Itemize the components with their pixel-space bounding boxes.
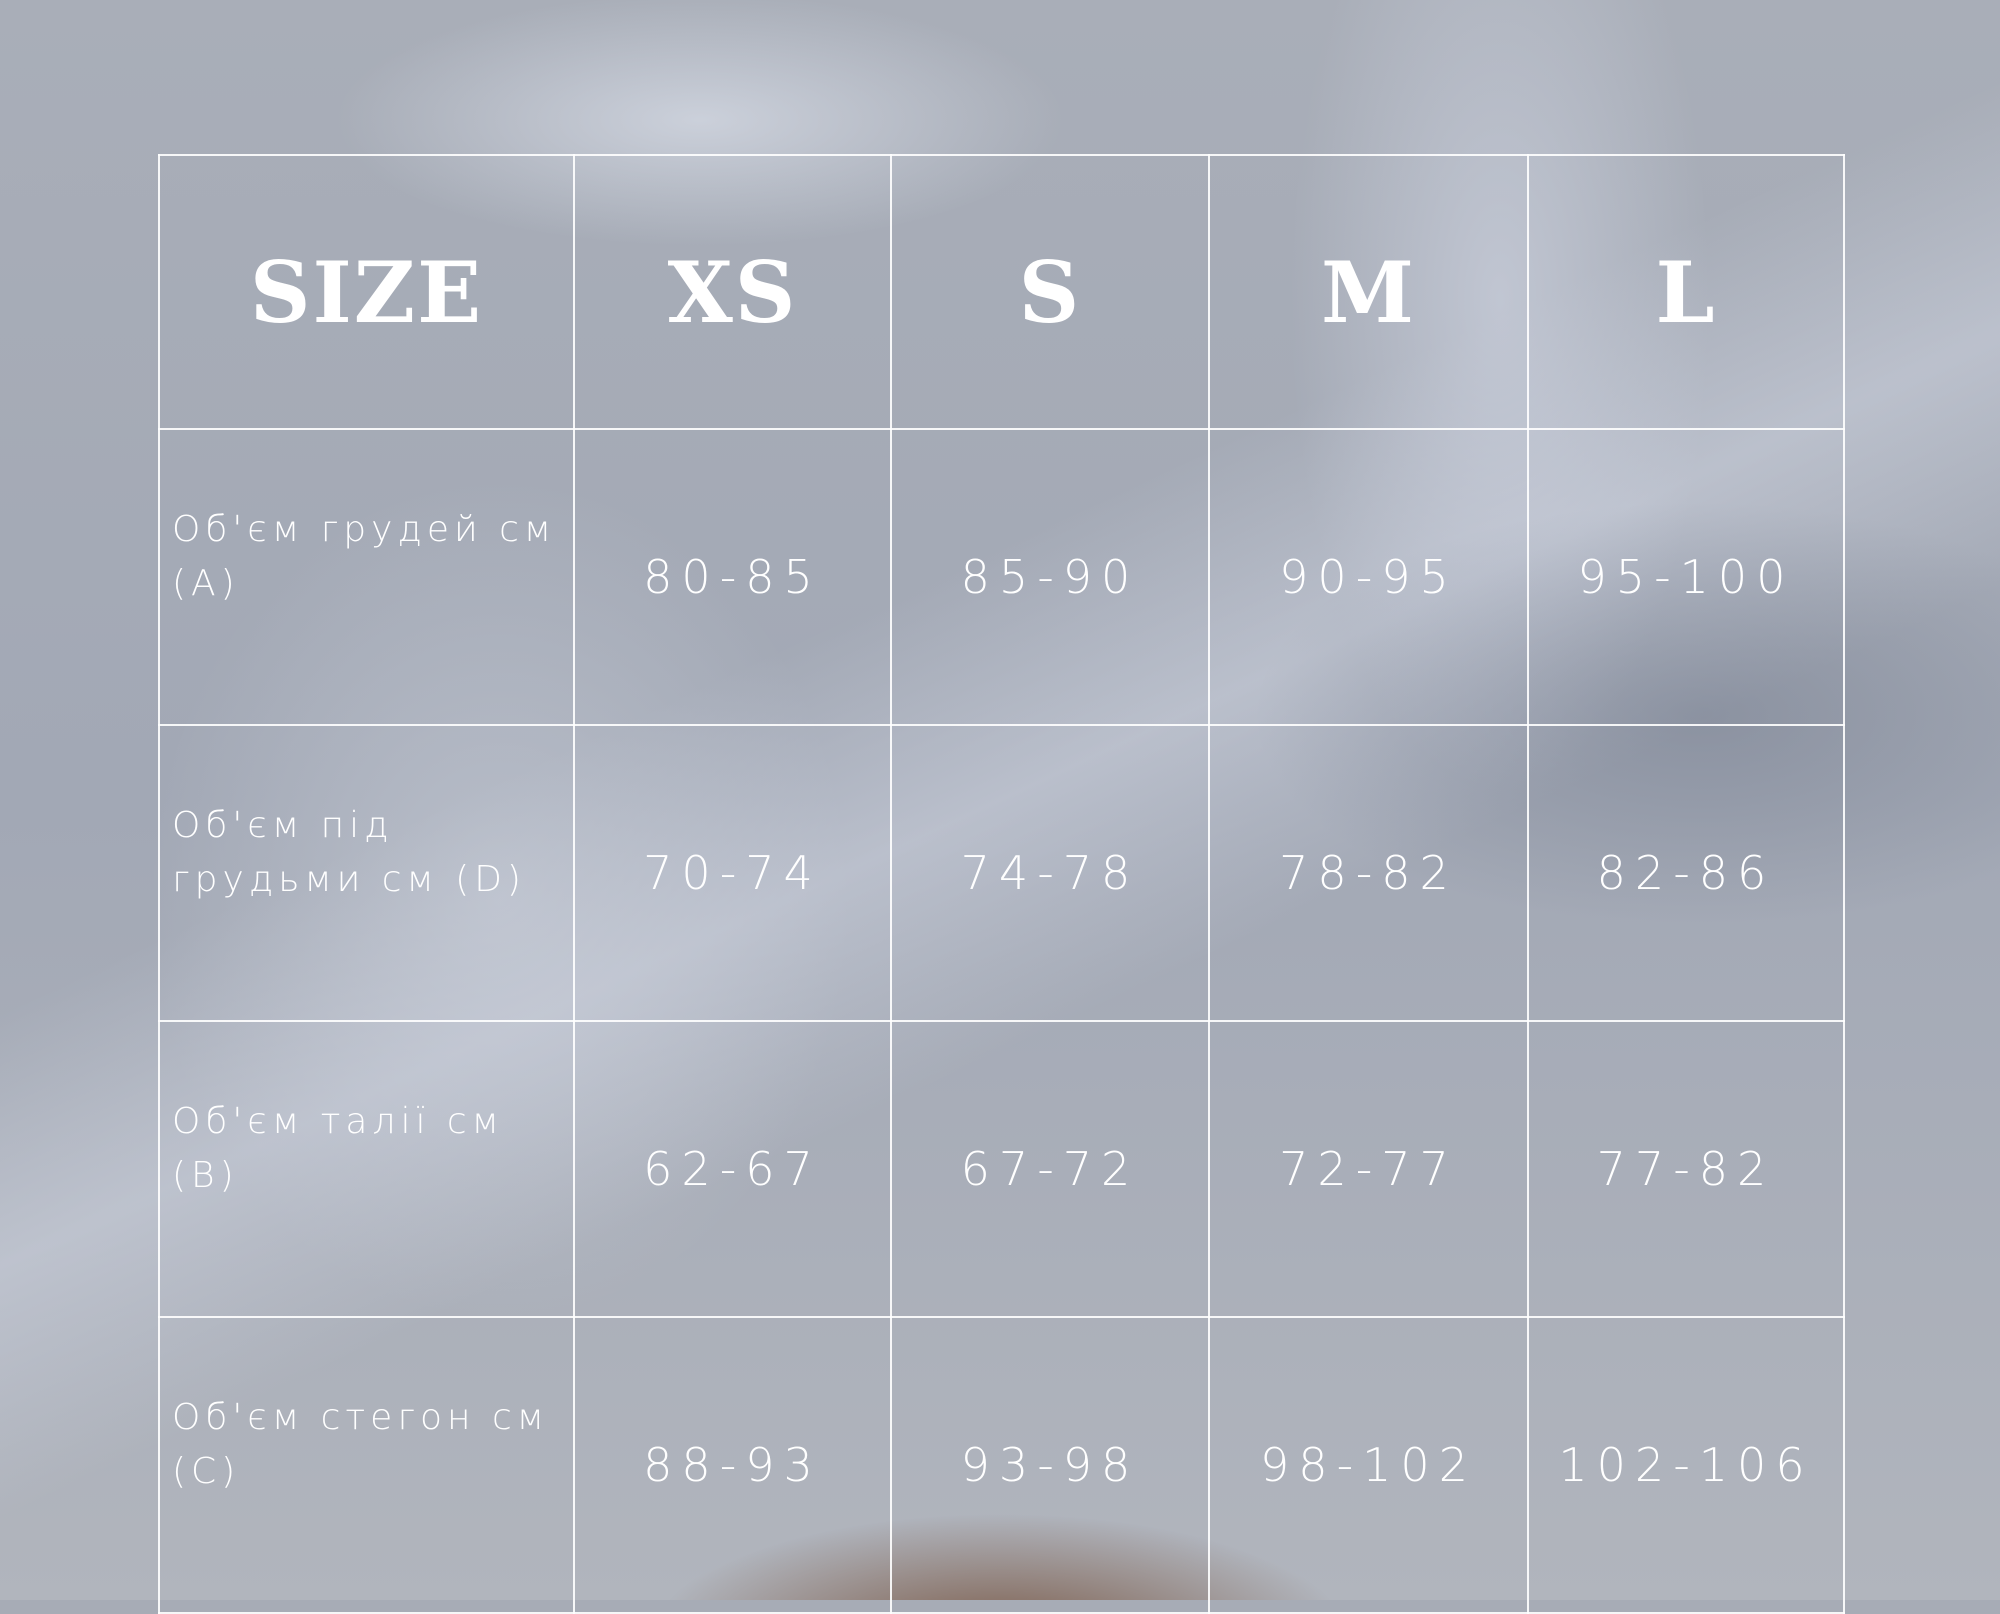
row-label: Об'єм грудей см (А) — [158, 428, 575, 726]
cell: 80-85 — [573, 428, 892, 726]
header-m: M — [1208, 154, 1529, 430]
cell: 74-78 — [890, 724, 1210, 1022]
header-row: SIZE XS S M L — [158, 154, 1845, 430]
row-label: Об'єм стегон см (С) — [158, 1316, 575, 1614]
cell: 72-77 — [1208, 1020, 1529, 1318]
header-s: S — [890, 154, 1210, 430]
cell: 102-106 — [1527, 1316, 1845, 1614]
size-chart-table: SIZE XS S M L Об'єм грудей см (А) 80-85 … — [158, 154, 1845, 1614]
table-row: Об'єм талії см (В) 62-67 67-72 72-77 77-… — [158, 1020, 1845, 1318]
row-label: Об'єм талії см (В) — [158, 1020, 575, 1318]
table-row: Об'єм стегон см (С) 88-93 93-98 98-102 1… — [158, 1316, 1845, 1614]
cell: 77-82 — [1527, 1020, 1845, 1318]
cell: 85-90 — [890, 428, 1210, 726]
cell: 78-82 — [1208, 724, 1529, 1022]
cell: 67-72 — [890, 1020, 1210, 1318]
row-label: Об'єм під грудьми см (D) — [158, 724, 575, 1022]
header-xs: XS — [573, 154, 892, 430]
header-l: L — [1527, 154, 1845, 430]
header-size: SIZE — [158, 154, 575, 430]
cell: 98-102 — [1208, 1316, 1529, 1614]
table-row: Об'єм під грудьми см (D) 70-74 74-78 78-… — [158, 724, 1845, 1022]
table-row: Об'єм грудей см (А) 80-85 85-90 90-95 95… — [158, 428, 1845, 726]
cell: 93-98 — [890, 1316, 1210, 1614]
cell: 62-67 — [573, 1020, 892, 1318]
cell: 88-93 — [573, 1316, 892, 1614]
cell: 90-95 — [1208, 428, 1529, 726]
cell: 95-100 — [1527, 428, 1845, 726]
cell: 70-74 — [573, 724, 892, 1022]
cell: 82-86 — [1527, 724, 1845, 1022]
